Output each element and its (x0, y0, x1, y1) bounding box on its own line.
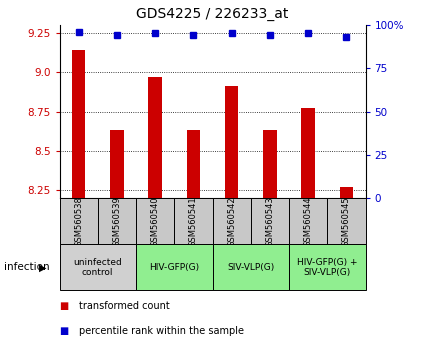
Text: GSM560544: GSM560544 (303, 196, 313, 247)
Bar (251, 198, 289, 244)
Bar (263, 130, 277, 198)
Text: ■: ■ (60, 326, 69, 336)
Text: HIV-GFP(G) +
SIV-VLP(G): HIV-GFP(G) + SIV-VLP(G) (297, 258, 357, 277)
Text: GSM560540: GSM560540 (150, 196, 160, 247)
Title: GDS4225 / 226233_at: GDS4225 / 226233_at (136, 7, 289, 21)
Text: GSM560542: GSM560542 (227, 196, 236, 247)
Text: GSM560539: GSM560539 (112, 196, 122, 247)
Text: HIV-GFP(G): HIV-GFP(G) (149, 263, 199, 272)
Bar (60, 198, 98, 244)
Text: GSM560545: GSM560545 (342, 196, 351, 247)
Bar (110, 130, 124, 198)
Text: GSM560538: GSM560538 (74, 196, 83, 247)
Bar (60, 244, 136, 290)
Text: percentile rank within the sample: percentile rank within the sample (79, 326, 244, 336)
Bar (301, 108, 315, 198)
Text: GSM560541: GSM560541 (189, 196, 198, 247)
Bar (98, 198, 136, 244)
Text: uninfected
control: uninfected control (74, 258, 122, 277)
Bar (148, 77, 162, 198)
Bar (225, 86, 238, 198)
Bar (289, 198, 327, 244)
Bar (187, 130, 200, 198)
Bar (174, 198, 212, 244)
Bar (136, 198, 174, 244)
Bar (72, 50, 85, 198)
Text: ▶: ▶ (39, 262, 46, 272)
Bar (212, 244, 289, 290)
Bar (136, 244, 212, 290)
Bar (212, 198, 251, 244)
Text: transformed count: transformed count (79, 301, 170, 311)
Bar (340, 187, 353, 198)
Text: infection: infection (4, 262, 50, 272)
Bar (327, 198, 366, 244)
Text: GSM560543: GSM560543 (265, 196, 275, 247)
Text: ■: ■ (60, 301, 69, 311)
Text: SIV-VLP(G): SIV-VLP(G) (227, 263, 275, 272)
Bar (289, 244, 366, 290)
